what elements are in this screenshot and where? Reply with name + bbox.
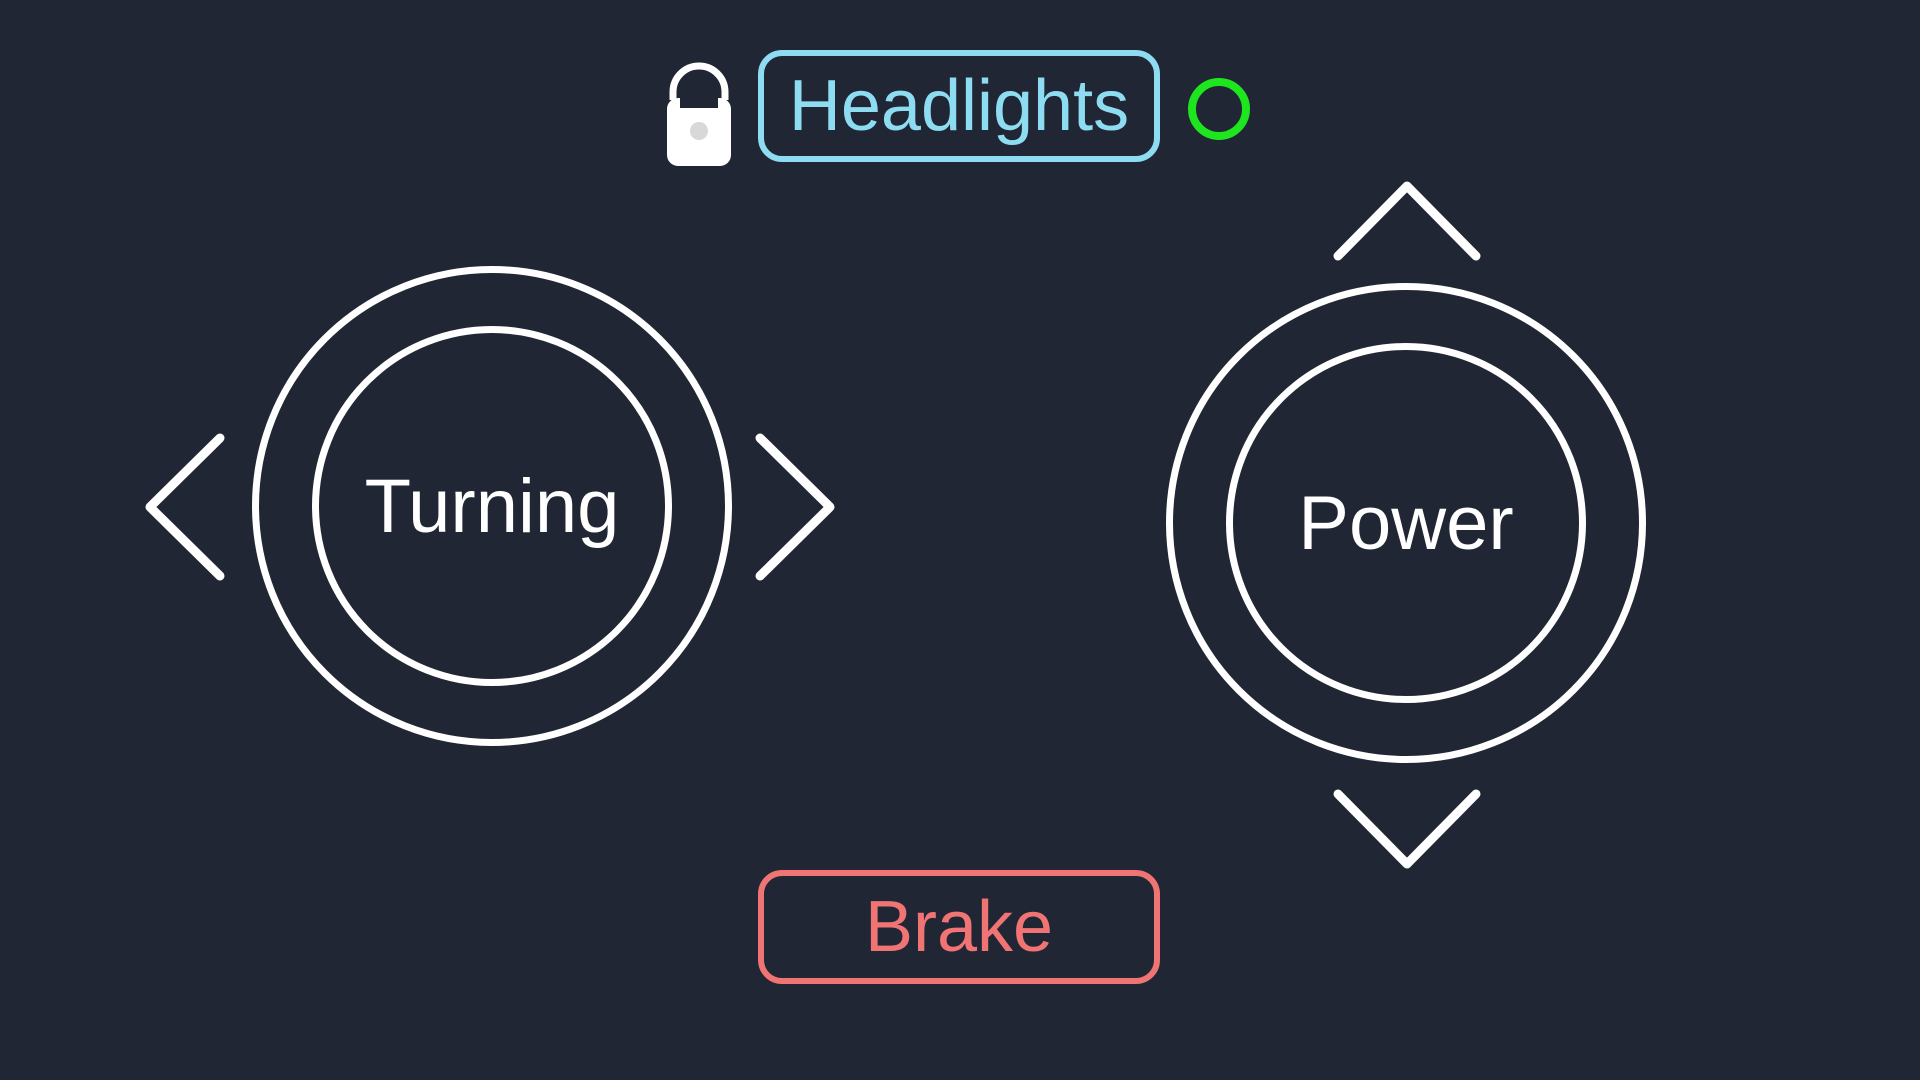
moon-icon[interactable] <box>1790 28 1842 106</box>
headlights-label: Headlights <box>788 66 1130 146</box>
power-joystick-knob[interactable] <box>1226 343 1586 703</box>
turning-joystick-outer-ring[interactable] <box>252 266 732 746</box>
chevron-left-icon[interactable] <box>144 433 225 581</box>
chevron-up-icon[interactable] <box>1333 180 1481 261</box>
turning-joystick-knob[interactable] <box>312 326 672 686</box>
power-label: Power <box>1298 480 1514 566</box>
lock-icon[interactable] <box>664 60 734 168</box>
brake-label: Brake <box>864 887 1054 967</box>
chevron-right-icon[interactable] <box>755 433 836 581</box>
power-joystick-outer-ring[interactable] <box>1166 283 1646 763</box>
brake-button[interactable]: Brake <box>758 870 1160 984</box>
headlights-button[interactable]: Headlights <box>758 50 1160 162</box>
headlights-status-indicator <box>1188 78 1250 140</box>
chevron-down-icon[interactable] <box>1333 789 1481 870</box>
turning-label: Turning <box>364 463 620 549</box>
